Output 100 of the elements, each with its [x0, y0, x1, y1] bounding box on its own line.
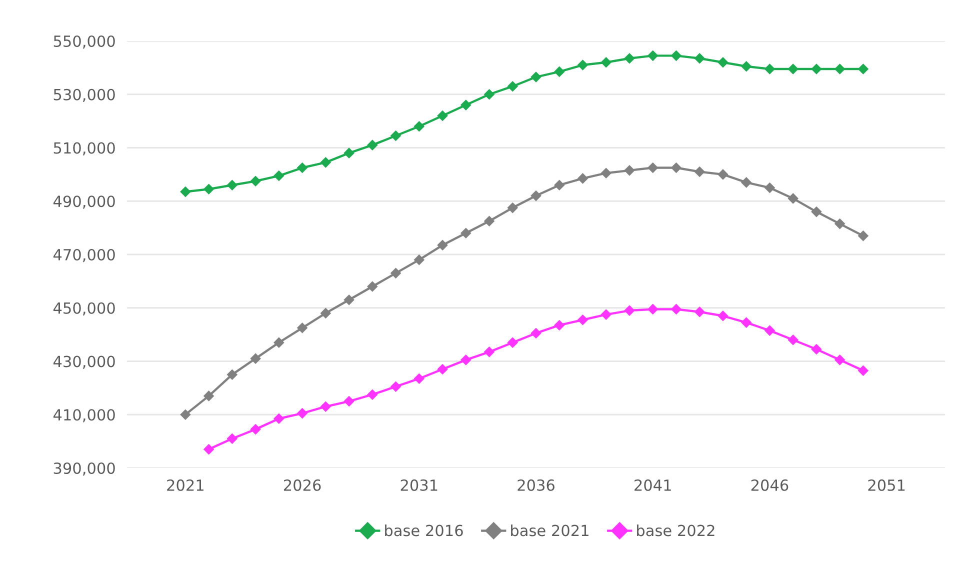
point [508, 337, 518, 348]
point [811, 206, 822, 217]
point [718, 310, 728, 321]
point [320, 402, 331, 412]
point [648, 50, 658, 61]
point [811, 344, 822, 354]
point [694, 166, 705, 177]
point [367, 281, 378, 292]
point [788, 64, 798, 74]
x-tick-label: 2021 [167, 479, 204, 491]
point [367, 389, 378, 400]
point [344, 396, 354, 406]
point [741, 61, 752, 72]
point [227, 180, 238, 190]
point [530, 190, 542, 201]
point [601, 309, 612, 320]
point [624, 53, 635, 64]
y-tick-label: 410,000 [53, 409, 115, 422]
y-tick-label: 510,000 [54, 142, 115, 156]
x-tick-label: 2026 [284, 479, 321, 491]
point [858, 365, 868, 376]
point [437, 240, 448, 250]
point [508, 81, 518, 92]
point [484, 346, 494, 358]
point [204, 184, 214, 194]
point [344, 148, 354, 158]
point [648, 304, 658, 314]
point [554, 180, 564, 190]
point [437, 110, 448, 121]
point [601, 57, 612, 68]
point [274, 337, 284, 348]
y-tick-label: 490,000 [53, 196, 115, 209]
y-tick-label: 430,000 [53, 356, 115, 369]
point [274, 170, 284, 181]
x-tick-label: 2051 [868, 479, 905, 491]
point [764, 64, 775, 74]
point [297, 322, 308, 334]
point [834, 218, 845, 229]
y-tick-label: 390,000 [54, 462, 115, 476]
legend-label: base 2016 [385, 524, 463, 536]
point [250, 353, 261, 364]
point [694, 53, 705, 64]
point [578, 173, 588, 184]
point [601, 168, 612, 178]
point [390, 130, 401, 141]
point [671, 162, 682, 173]
point [297, 162, 308, 173]
point [320, 308, 331, 318]
point [460, 228, 471, 238]
point [227, 434, 238, 444]
point [671, 50, 682, 61]
x-tick-label: 2036 [518, 479, 554, 491]
y-tick-label: 450,000 [53, 302, 115, 316]
point [414, 373, 424, 384]
point [297, 408, 308, 418]
point [484, 89, 494, 100]
point [508, 202, 518, 213]
point [344, 294, 354, 305]
point [554, 66, 564, 77]
point [320, 157, 331, 168]
legend-label: base 2021 [511, 524, 588, 536]
point [460, 354, 471, 366]
point [718, 169, 728, 180]
point [811, 64, 822, 74]
point [204, 390, 214, 402]
point [671, 304, 682, 314]
point [414, 121, 424, 132]
point [227, 369, 238, 380]
y-tick-label: 530,000 [54, 88, 115, 102]
point [484, 216, 494, 226]
point [390, 381, 401, 392]
point [858, 230, 868, 241]
point [530, 72, 542, 82]
point [741, 317, 752, 328]
point [694, 306, 705, 317]
point [764, 182, 775, 193]
point [788, 334, 798, 346]
legend-label: base 2022 [637, 524, 714, 536]
point [250, 176, 261, 186]
point [788, 193, 798, 204]
x-tick-label: 2046 [751, 479, 788, 491]
point [204, 444, 214, 454]
point [624, 165, 635, 176]
point [741, 177, 752, 188]
point [648, 162, 658, 173]
point [180, 186, 191, 197]
point [250, 424, 261, 434]
point [274, 414, 284, 424]
point [624, 305, 635, 316]
y-tick-label: 470,000 [53, 248, 115, 262]
point [764, 325, 775, 336]
point [554, 320, 564, 330]
x-tick-label: 2041 [634, 479, 671, 491]
point [578, 60, 588, 70]
point [414, 254, 424, 265]
point [180, 410, 191, 420]
point [578, 314, 588, 325]
x-tick-label: 2031 [400, 479, 438, 491]
point [460, 100, 471, 110]
point [437, 364, 448, 374]
